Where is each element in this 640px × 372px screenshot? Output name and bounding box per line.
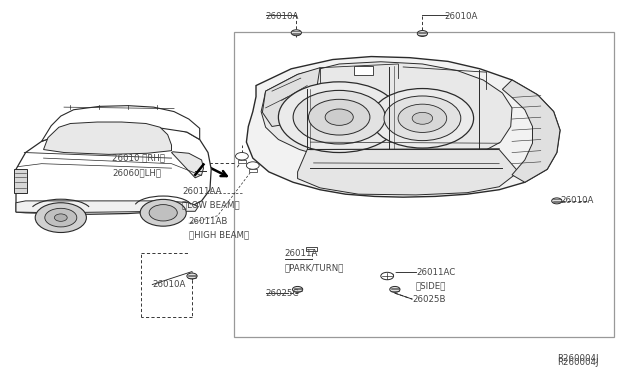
- Polygon shape: [246, 57, 560, 197]
- Polygon shape: [16, 201, 198, 213]
- Circle shape: [381, 272, 394, 280]
- Text: 26011AC: 26011AC: [416, 268, 455, 277]
- Polygon shape: [16, 125, 211, 214]
- Circle shape: [417, 31, 428, 36]
- Circle shape: [292, 286, 303, 292]
- Circle shape: [371, 89, 474, 148]
- Circle shape: [246, 162, 259, 169]
- Text: 26011AA: 26011AA: [182, 187, 222, 196]
- Circle shape: [45, 208, 77, 227]
- Bar: [234, 32, 614, 337]
- Text: 26011A: 26011A: [285, 249, 318, 258]
- Circle shape: [291, 30, 301, 36]
- Bar: [306, 247, 317, 251]
- Text: 26010A: 26010A: [152, 280, 186, 289]
- Circle shape: [54, 214, 67, 221]
- Circle shape: [390, 286, 400, 292]
- Text: R260004J: R260004J: [557, 358, 598, 367]
- Bar: [354, 66, 373, 75]
- Circle shape: [187, 273, 197, 279]
- Circle shape: [325, 109, 353, 125]
- Circle shape: [412, 112, 433, 124]
- Bar: [14, 169, 27, 193]
- Text: 〈PARK/TURN〉: 〈PARK/TURN〉: [285, 263, 344, 272]
- Text: 26010A: 26010A: [560, 196, 593, 205]
- Circle shape: [35, 203, 86, 232]
- Bar: [238, 160, 246, 163]
- Text: 〈SIDE〉: 〈SIDE〉: [416, 281, 446, 290]
- Polygon shape: [44, 122, 172, 154]
- Text: 26025C: 26025C: [266, 289, 299, 298]
- Polygon shape: [261, 62, 512, 164]
- Circle shape: [236, 153, 248, 160]
- Text: R260004J: R260004J: [557, 354, 598, 363]
- Circle shape: [278, 82, 400, 153]
- Circle shape: [140, 199, 186, 226]
- Circle shape: [293, 90, 385, 144]
- Polygon shape: [172, 152, 204, 178]
- Text: 26010 〈RH〉: 26010 〈RH〉: [112, 154, 165, 163]
- Bar: [249, 169, 257, 172]
- Text: 26010A: 26010A: [266, 12, 299, 21]
- Polygon shape: [42, 106, 200, 141]
- Circle shape: [552, 198, 562, 204]
- Text: 〈LOW BEAM〉: 〈LOW BEAM〉: [182, 200, 240, 209]
- Polygon shape: [502, 80, 560, 182]
- Polygon shape: [262, 68, 320, 126]
- Polygon shape: [298, 150, 518, 195]
- Text: 〈HIGH BEAM〉: 〈HIGH BEAM〉: [189, 231, 249, 240]
- Circle shape: [308, 99, 370, 135]
- Circle shape: [398, 104, 447, 132]
- Text: 26011AB: 26011AB: [189, 217, 228, 226]
- Text: 26025B: 26025B: [412, 295, 445, 304]
- Text: 26010A: 26010A: [445, 12, 478, 21]
- Circle shape: [149, 205, 177, 221]
- Text: 26060〈LH〉: 26060〈LH〉: [112, 169, 161, 177]
- Circle shape: [384, 96, 461, 141]
